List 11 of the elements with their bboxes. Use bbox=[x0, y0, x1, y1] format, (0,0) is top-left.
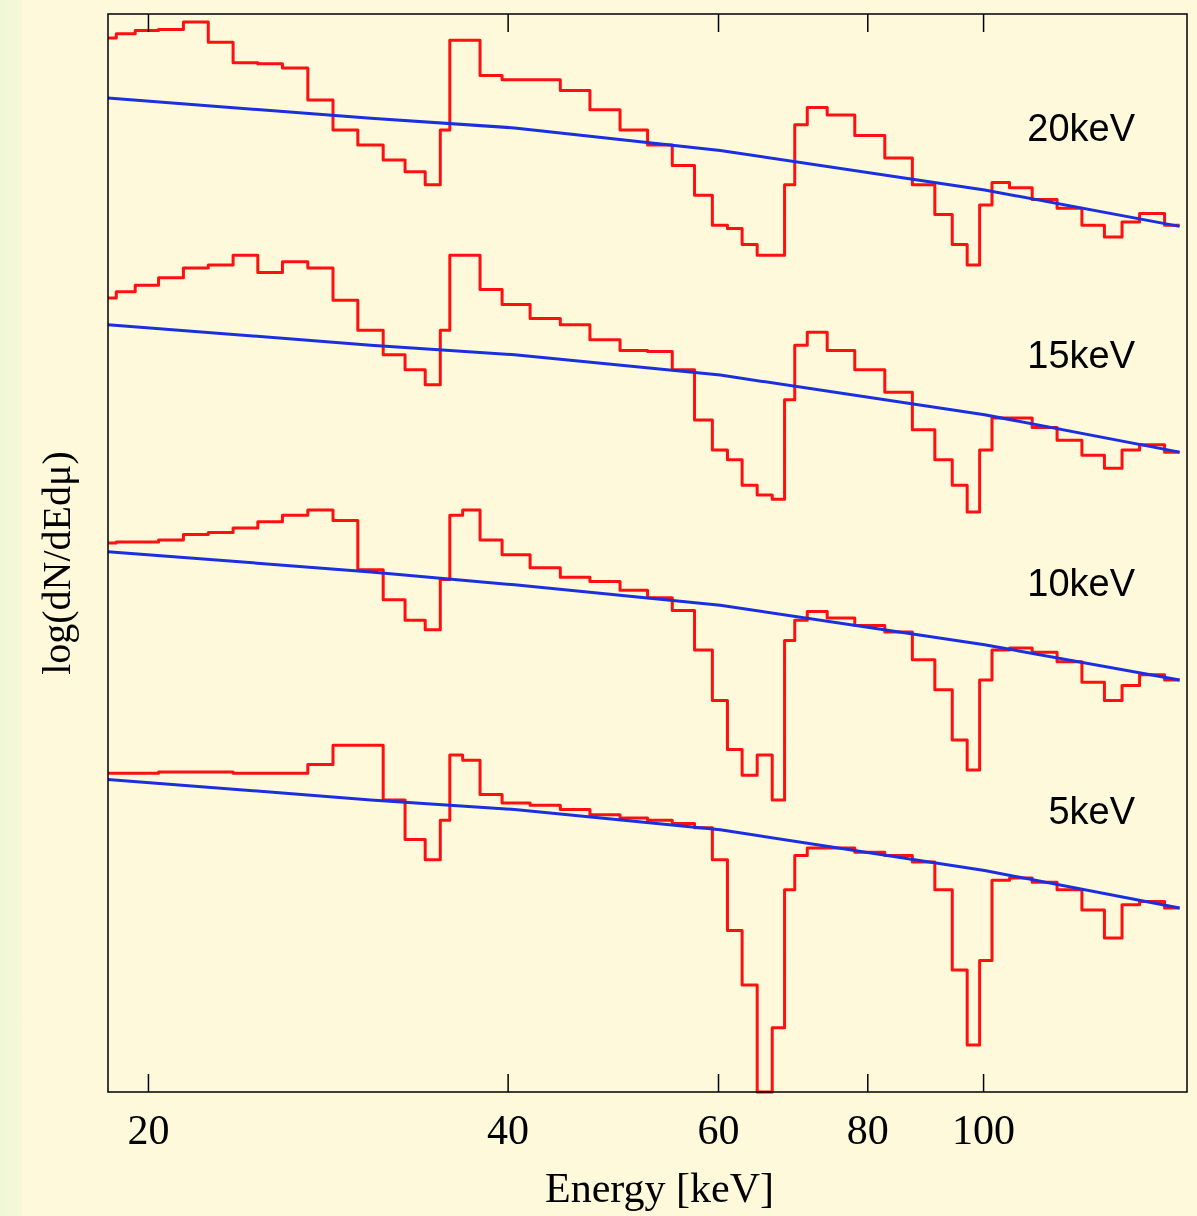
x-tick-label: 100 bbox=[952, 1107, 1016, 1153]
series-label: 10keV bbox=[1027, 562, 1136, 605]
series-label: 15keV bbox=[1027, 334, 1136, 377]
y-axis-title: log(dN/dEdμ) bbox=[34, 451, 79, 675]
x-tick-label: 80 bbox=[846, 1107, 889, 1153]
x-axis-title: Energy [keV] bbox=[545, 1165, 774, 1211]
series-label: 5keV bbox=[1048, 789, 1136, 832]
x-tick-label: 20 bbox=[127, 1107, 170, 1153]
x-tick-label: 60 bbox=[697, 1107, 740, 1153]
x-tick-label: 40 bbox=[487, 1107, 530, 1153]
series-label: 20keV bbox=[1027, 107, 1136, 150]
